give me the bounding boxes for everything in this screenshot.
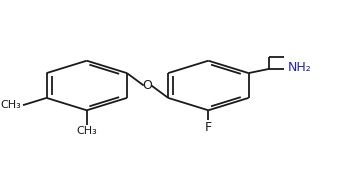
Text: CH₃: CH₃ <box>76 126 97 136</box>
Text: O: O <box>143 79 152 92</box>
Text: NH₂: NH₂ <box>288 61 311 75</box>
Text: F: F <box>205 121 212 134</box>
Text: CH₃: CH₃ <box>1 100 21 110</box>
